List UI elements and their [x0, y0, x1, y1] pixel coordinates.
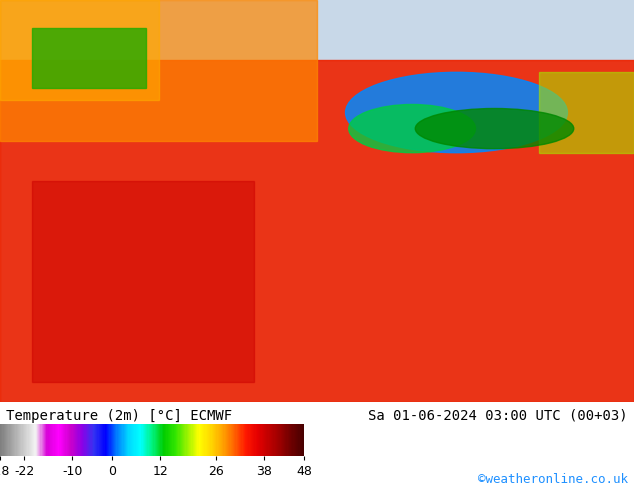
Ellipse shape	[349, 104, 476, 153]
Bar	[32, 181, 254, 382]
Text: Sa 01-06-2024 03:00 UTC (00+03): Sa 01-06-2024 03:00 UTC (00+03)	[368, 409, 628, 423]
Text: Temperature (2m) [°C] ECMWF: Temperature (2m) [°C] ECMWF	[6, 409, 233, 423]
Text: ©weatheronline.co.uk: ©weatheronline.co.uk	[477, 472, 628, 486]
Bar	[0, 60, 634, 402]
Bar	[0, 0, 317, 141]
Bar	[0, 0, 158, 100]
Ellipse shape	[346, 73, 567, 153]
Bar	[539, 73, 634, 153]
Ellipse shape	[415, 108, 574, 148]
Bar	[32, 28, 146, 88]
